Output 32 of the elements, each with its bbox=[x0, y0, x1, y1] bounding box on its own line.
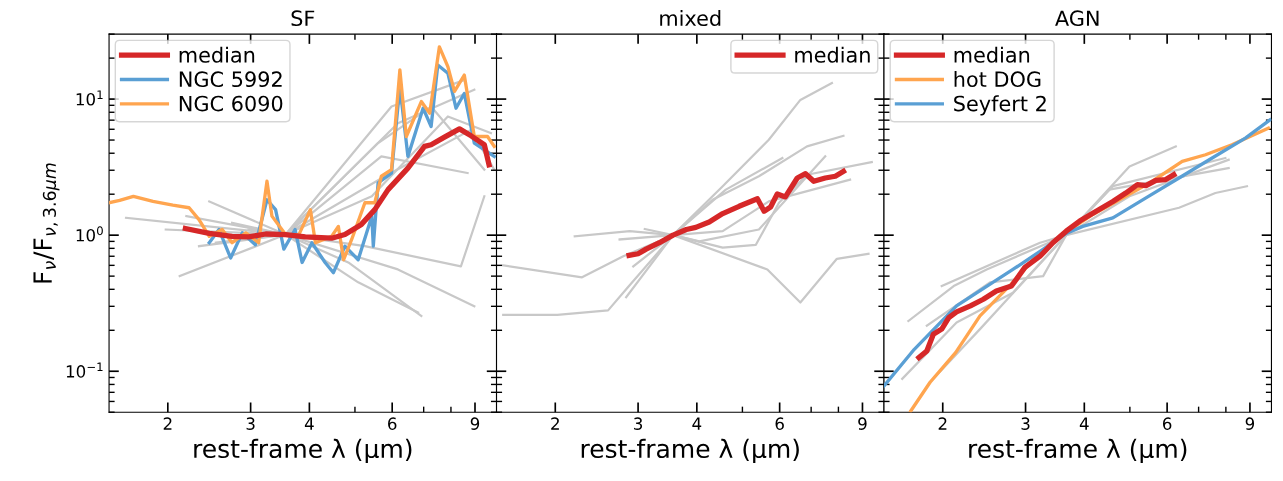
y-tick-label: 10$^{1}$ bbox=[76, 90, 103, 106]
legend-label: Seyfert 2 bbox=[954, 95, 1046, 116]
x-tick-label: 3 bbox=[246, 417, 255, 430]
x-tick-label: 4 bbox=[692, 417, 702, 430]
x-axis-title: rest-frame λ (μm) bbox=[194, 438, 412, 463]
x-axis-title: rest-frame λ (μm) bbox=[581, 438, 799, 463]
x-tick-label: 9 bbox=[858, 417, 867, 430]
x-tick-label: 2 bbox=[163, 417, 172, 430]
x-tick-label: 2 bbox=[938, 417, 947, 430]
x-tick-label: 9 bbox=[470, 417, 480, 430]
x-tick-label: 2 bbox=[551, 417, 559, 430]
x-tick-label: 6 bbox=[775, 417, 784, 430]
x-tick-label: 6 bbox=[388, 417, 397, 430]
x-tick-label: 3 bbox=[1021, 417, 1030, 430]
legend-label: NGC 5992 bbox=[179, 71, 282, 88]
legend-label: NGC 6090 bbox=[179, 95, 283, 112]
x-tick-label: 3 bbox=[634, 417, 643, 430]
y-tick-label: 10$^{0}$ bbox=[76, 226, 103, 242]
x-tick-label: 9 bbox=[1245, 417, 1255, 430]
x-tick-label: 6 bbox=[1162, 417, 1172, 430]
y-axis-title: F$_{ν}$/F$_{ν,3.6μm}$ bbox=[33, 163, 60, 283]
x-tick-label: 4 bbox=[1079, 417, 1089, 430]
y-tick-label: 10$^{−1}$ bbox=[66, 362, 103, 378]
legend-label: median bbox=[795, 46, 870, 63]
legend-label: median bbox=[954, 46, 1030, 63]
x-axis-title: rest-frame λ (μm) bbox=[969, 438, 1187, 463]
chart-title: AGN bbox=[1055, 10, 1099, 27]
chart-title: mixed bbox=[660, 9, 721, 27]
legend-label: hot DOG bbox=[954, 70, 1041, 88]
legend-label: median bbox=[179, 46, 255, 63]
x-tick-label: 4 bbox=[304, 417, 314, 430]
chart-title: SF bbox=[291, 10, 315, 27]
